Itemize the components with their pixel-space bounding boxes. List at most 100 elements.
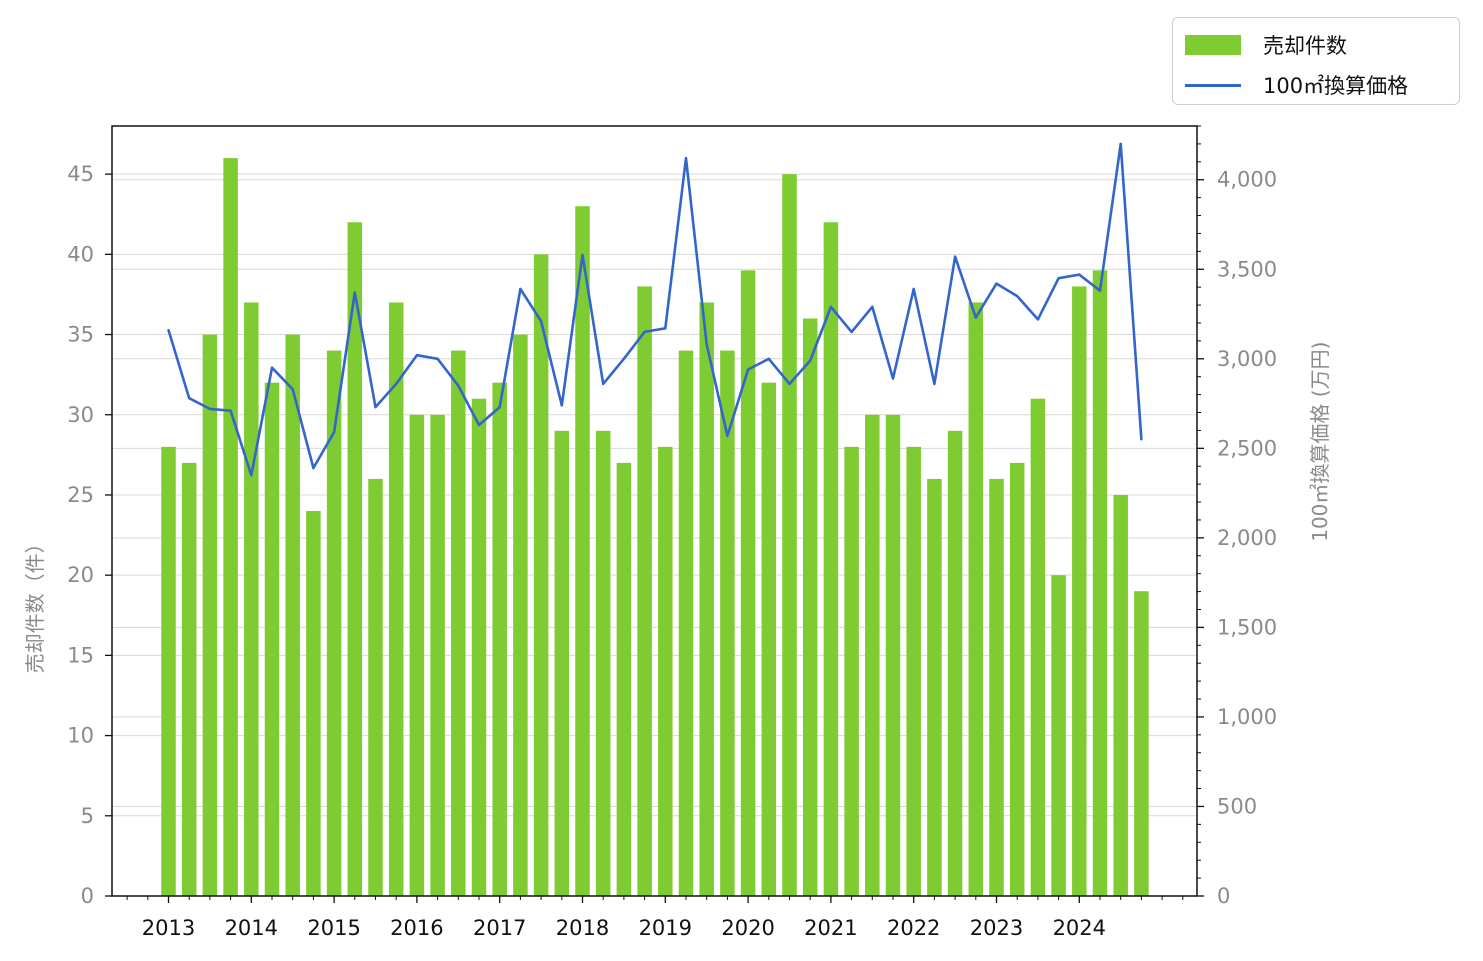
x-tick-label: 2013 — [142, 916, 195, 940]
line-point — [229, 409, 232, 412]
line-point — [602, 382, 605, 386]
right-tick-label: 1,000 — [1217, 705, 1277, 729]
line-point — [519, 287, 522, 291]
bar — [306, 511, 321, 896]
x-tick-label: 2020 — [721, 916, 774, 940]
left-tick-label: 30 — [67, 403, 94, 427]
x-tick-label: 2015 — [307, 916, 360, 940]
bar — [513, 334, 528, 897]
bar — [554, 430, 570, 896]
right-tick-label: 0 — [1217, 884, 1230, 908]
x-axis: 2013 2014 2015 2016 2017 2018 2019 2020 2021 2022… — [126, 896, 1184, 940]
line-point — [995, 282, 998, 285]
bar — [471, 398, 487, 896]
line-point — [457, 384, 460, 387]
line-point — [498, 405, 501, 409]
left-tick-label: 10 — [67, 724, 94, 748]
bar — [533, 254, 549, 897]
bar — [989, 478, 1004, 896]
left-tick-label: 0 — [81, 884, 94, 908]
bar — [720, 350, 735, 896]
bar — [368, 478, 383, 896]
line-point — [767, 357, 770, 360]
bar — [782, 174, 797, 896]
bar — [1072, 286, 1087, 897]
bar — [823, 222, 839, 896]
line-point — [1016, 294, 1019, 298]
line-point — [746, 368, 750, 371]
line-point — [705, 343, 708, 346]
right-y-axis-title: 100㎡換算価格 (万円) — [1308, 342, 1332, 542]
legend-label-price: 100㎡換算価格 — [1263, 74, 1409, 98]
line-point — [1036, 318, 1040, 321]
left-tick-label: 25 — [67, 483, 94, 507]
price-line — [167, 142, 1143, 477]
line-point — [1140, 438, 1143, 441]
bar — [927, 478, 942, 896]
bar — [202, 334, 218, 897]
x-tick-label: 2019 — [639, 916, 692, 940]
bar — [906, 446, 921, 896]
line-point — [436, 357, 439, 360]
bar — [1113, 494, 1128, 896]
line-point — [891, 377, 895, 380]
line-point — [250, 473, 253, 477]
bar — [1092, 270, 1108, 896]
bar — [740, 270, 756, 896]
x-tick-label: 2017 — [473, 916, 526, 940]
x-tick-label: 2023 — [970, 916, 1023, 940]
line-point — [374, 405, 377, 409]
bar — [285, 334, 300, 897]
line-point — [622, 357, 626, 360]
left-tick-label: 5 — [81, 804, 94, 828]
line-point — [1098, 289, 1102, 292]
right-tick-label: 1,500 — [1217, 615, 1277, 639]
plot-area-frame — [111, 125, 1198, 897]
bar — [802, 318, 818, 896]
x-tick-label: 2014 — [225, 916, 278, 940]
line-point — [664, 327, 667, 330]
line-point — [974, 316, 977, 319]
line-point — [788, 382, 791, 386]
bar — [1009, 462, 1025, 896]
bar — [161, 446, 176, 896]
left-tick-label: 20 — [67, 563, 94, 587]
bar — [616, 462, 632, 896]
line-point — [726, 434, 729, 437]
bar — [388, 302, 404, 896]
bar — [865, 414, 880, 896]
x-tick-label: 2024 — [1053, 916, 1106, 940]
x-tick-label: 2018 — [556, 916, 609, 940]
right-tick-label: 2,500 — [1217, 436, 1277, 460]
right-tick-label: 3,500 — [1217, 257, 1277, 281]
right-tick-label: 4,000 — [1217, 168, 1277, 192]
line-point — [1119, 142, 1122, 146]
x-tick-label: 2022 — [887, 916, 940, 940]
bar — [658, 446, 673, 896]
bar — [347, 222, 363, 896]
line-point — [560, 404, 563, 407]
bar — [223, 158, 238, 897]
line-point — [208, 407, 212, 411]
line-point — [581, 253, 584, 257]
line-point — [312, 466, 315, 470]
line-point — [353, 291, 356, 294]
bar — [595, 430, 611, 896]
line-point — [477, 423, 481, 427]
bar — [947, 430, 963, 896]
line-point — [809, 359, 812, 362]
line-point — [188, 396, 191, 400]
bar — [1030, 398, 1046, 896]
bar — [181, 462, 197, 896]
line-point — [684, 157, 688, 160]
bar — [244, 302, 259, 896]
line-point — [167, 328, 170, 332]
bar — [575, 206, 590, 897]
left-y-axis: 0 5 10 15 20 25 30 35 40 45 — [67, 162, 112, 908]
left-tick-label: 40 — [67, 242, 94, 266]
legend-item-sales-count: 売却件数 — [1183, 30, 1347, 60]
legend-line-swatch — [1185, 83, 1241, 87]
left-tick-label: 15 — [67, 643, 94, 667]
bar — [699, 302, 714, 896]
